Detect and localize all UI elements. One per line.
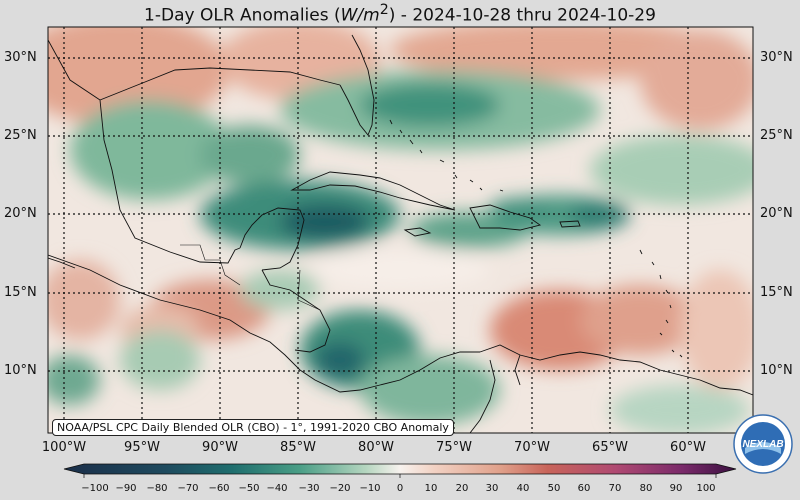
lon-label-90w: 90°W bbox=[202, 440, 238, 455]
lon-label-70w: 70°W bbox=[514, 440, 550, 455]
data-source-credit: NOAA/PSL CPC Daily Blended OLR (CBO) - 1… bbox=[52, 419, 454, 436]
colorbar-tick: 80 bbox=[639, 483, 653, 494]
lon-label-75w: 75°W bbox=[436, 440, 472, 455]
colorbar-tick: −50 bbox=[238, 483, 260, 494]
colorbar-tick: −90 bbox=[115, 483, 137, 494]
lat-label-left-15: 15°N bbox=[4, 285, 37, 300]
colorbar-tick: −80 bbox=[146, 483, 168, 494]
logo-text: NEXLAB bbox=[742, 439, 783, 450]
title-unit: W/m bbox=[340, 5, 380, 26]
title-prefix: 1-Day OLR Anomalies ( bbox=[144, 5, 341, 26]
colorbar-tick: −100 bbox=[81, 483, 109, 494]
lon-label-80w: 80°W bbox=[358, 440, 394, 455]
colorbar-tick: 10 bbox=[424, 483, 438, 494]
colorbar-tick: −10 bbox=[359, 483, 381, 494]
colorbar-tick: 0 bbox=[396, 483, 404, 494]
colorbar-tick: 50 bbox=[547, 483, 561, 494]
colorbar bbox=[63, 463, 737, 478]
colorbar-tick: 70 bbox=[608, 483, 622, 494]
nexlab-logo: NEXLAB bbox=[733, 414, 793, 474]
lon-label-85w: 85°W bbox=[280, 440, 316, 455]
lat-label-left-25: 25°N bbox=[4, 128, 37, 143]
title-suffix: ) - 2024-10-28 thru 2024-10-29 bbox=[388, 5, 656, 26]
colorbar-tick: −70 bbox=[177, 483, 199, 494]
lat-label-right-30: 30°N bbox=[760, 50, 793, 65]
colorbar-tick: 100 bbox=[696, 483, 716, 494]
lon-label-60w: 60°W bbox=[670, 440, 706, 455]
colorbar-tick: 60 bbox=[577, 483, 591, 494]
colorbar-tick: −60 bbox=[208, 483, 230, 494]
lon-label-100w: 100°W bbox=[41, 440, 87, 455]
lat-label-right-10: 10°N bbox=[760, 363, 793, 378]
lat-label-right-15: 15°N bbox=[760, 285, 793, 300]
colorbar-tick: −30 bbox=[298, 483, 320, 494]
lon-label-65w: 65°W bbox=[592, 440, 628, 455]
lon-label-95w: 95°W bbox=[124, 440, 160, 455]
colorbar-tick: 20 bbox=[455, 483, 469, 494]
lat-label-right-25: 25°N bbox=[760, 128, 793, 143]
colorbar-tick: 30 bbox=[485, 483, 499, 494]
anomaly-field bbox=[48, 27, 753, 433]
lat-label-left-20: 20°N bbox=[4, 206, 37, 221]
coastlines bbox=[48, 34, 753, 433]
lat-label-left-30: 30°N bbox=[4, 50, 37, 65]
map-title: 1-Day OLR Anomalies (W/m2) - 2024-10-28 … bbox=[0, 2, 800, 26]
lat-label-right-20: 20°N bbox=[760, 206, 793, 221]
colorbar-tick: 40 bbox=[516, 483, 530, 494]
colorbar-tick: −20 bbox=[329, 483, 351, 494]
title-unit-exponent: 2 bbox=[379, 2, 389, 18]
lat-label-left-10: 10°N bbox=[4, 363, 37, 378]
colorbar-tick: −40 bbox=[266, 483, 288, 494]
colorbar-tick: 90 bbox=[669, 483, 683, 494]
